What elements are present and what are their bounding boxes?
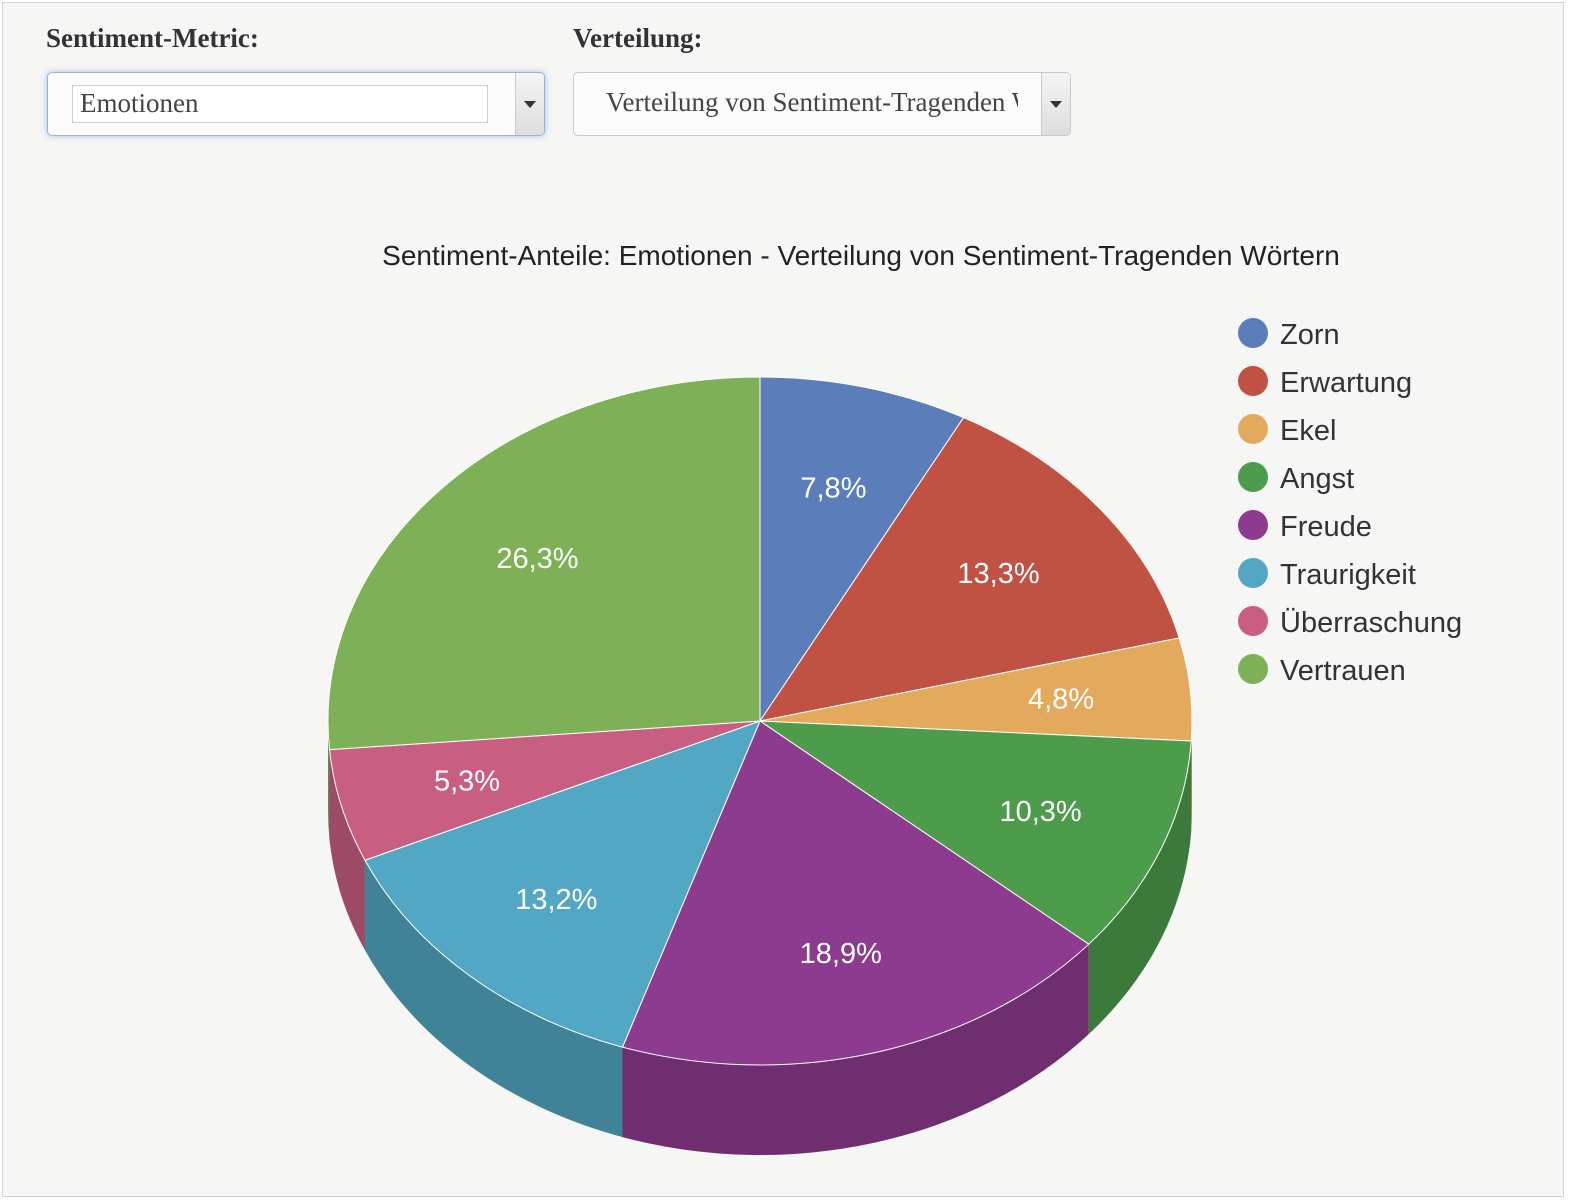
legend-item-2[interactable]: Ekel <box>1280 415 1336 447</box>
legend-swatch-6 <box>1238 606 1268 636</box>
slice-label-1: 13,3% <box>957 558 1039 590</box>
slice-6[interactable] <box>328 720 761 861</box>
legend-swatch-3 <box>1238 462 1268 492</box>
chevron-down-icon <box>524 101 536 108</box>
slice-label-2: 4,8% <box>1028 684 1094 716</box>
slice-3[interactable] <box>758 720 1192 945</box>
legend-swatch-2 <box>1238 414 1268 444</box>
slice-label-4: 18,9% <box>800 938 882 970</box>
legend-swatch-1 <box>1238 366 1268 396</box>
legend-swatch-7 <box>1238 654 1268 684</box>
slice-side-2 <box>1191 721 1192 832</box>
slice-1[interactable] <box>758 416 1180 722</box>
slice-label-6: 5,3% <box>434 766 500 798</box>
metric-select[interactable]: Emotionen <box>47 72 545 136</box>
slice-side-5 <box>364 860 623 1138</box>
slice-label-0: 7,8% <box>800 472 866 504</box>
pie-chart: Sentiment-Anteile: Emotionen - Verteilun… <box>327 240 1462 1155</box>
pie-top-faces <box>327 376 1193 1066</box>
legend: Zorn Erwartung Ekel Angst Freude Traurigkeit Ü… <box>1238 318 1462 687</box>
legend-item-6[interactable]: Überraschung <box>1280 607 1462 639</box>
legend-swatch-4 <box>1238 510 1268 540</box>
slice-7[interactable] <box>327 376 761 751</box>
slice-side-6 <box>329 749 365 951</box>
chart-title: Sentiment-Anteile: Emotionen - Verteilun… <box>382 240 1340 271</box>
slice-label-5: 13,2% <box>515 884 597 916</box>
metric-select-field[interactable]: Emotionen <box>72 85 488 123</box>
slice-0[interactable] <box>759 376 965 723</box>
metric-label: Sentiment-Metric: <box>46 23 259 53</box>
slice-labels: 7,8% 13,3% 4,8% 10,3% 18,9% 13,2% 5,3% 26,3% <box>434 472 1094 970</box>
legend-item-7[interactable]: Vertrauen <box>1280 655 1406 687</box>
distribution-select[interactable]: Verteilung von Sentiment-Tragenden Wörte… <box>573 72 1071 136</box>
legend-swatch-5 <box>1238 558 1268 588</box>
legend-item-1[interactable]: Erwartung <box>1280 367 1412 399</box>
slice-label-7: 26,3% <box>496 543 578 575</box>
legend-swatch-0 <box>1238 318 1268 348</box>
slice-side-4 <box>622 944 1089 1155</box>
distribution-label: Verteilung: <box>573 23 703 53</box>
slice-side-3 <box>1088 741 1192 1035</box>
distribution-select-value: Verteilung von Sentiment-Tragenden Wörte… <box>606 87 1018 117</box>
metric-select-toggle[interactable] <box>515 73 544 135</box>
distribution-select-toggle[interactable] <box>1041 73 1070 135</box>
legend-item-4[interactable]: Freude <box>1280 511 1372 543</box>
pie-slices <box>327 376 1193 1155</box>
legend-item-0[interactable]: Zorn <box>1280 319 1340 351</box>
chevron-down-icon <box>1050 101 1062 108</box>
slice-4[interactable] <box>621 720 1090 1066</box>
slice-5[interactable] <box>364 720 761 1048</box>
legend-item-3[interactable]: Angst <box>1280 463 1354 495</box>
slice-label-3: 10,3% <box>999 796 1081 828</box>
metric-select-value: Emotionen <box>80 88 199 118</box>
legend-item-5[interactable]: Traurigkeit <box>1280 559 1416 591</box>
